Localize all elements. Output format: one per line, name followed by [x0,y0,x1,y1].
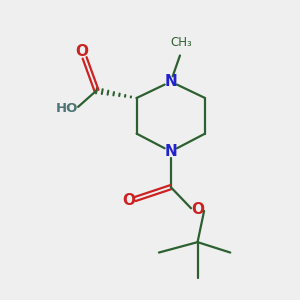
Text: N: N [164,74,177,89]
Text: HO: HO [56,102,78,115]
Text: CH₃: CH₃ [170,36,192,49]
Text: N: N [164,144,177,159]
Text: O: O [75,44,88,59]
Text: O: O [122,193,135,208]
Text: O: O [191,202,204,217]
